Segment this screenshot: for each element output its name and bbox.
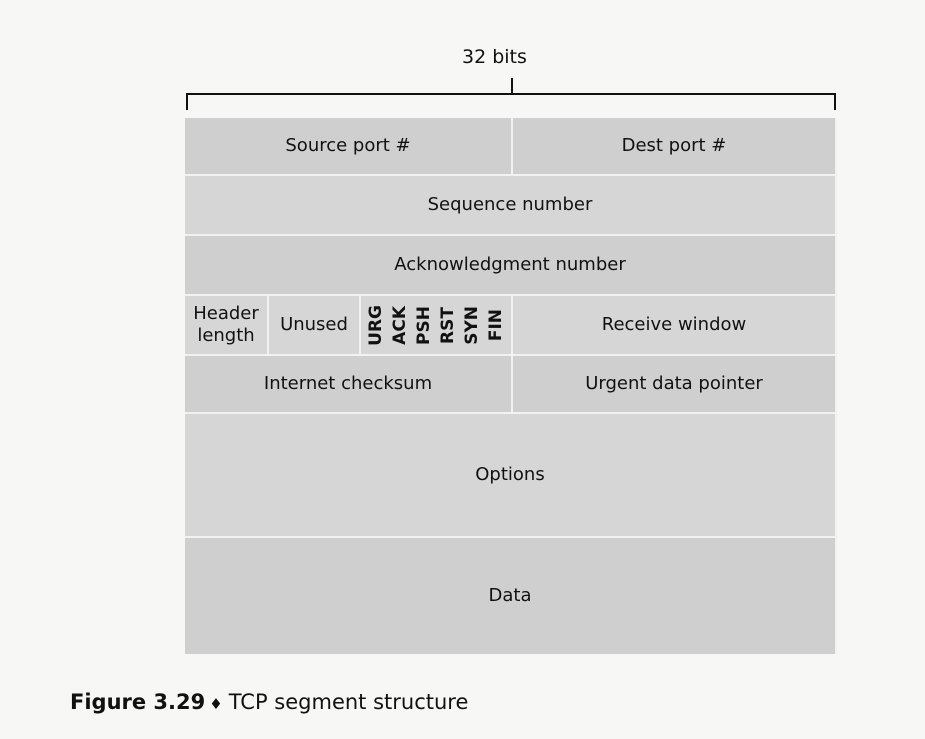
flag-bits: URG ACK PSH RST SYN FIN	[366, 296, 506, 354]
data-label: Data	[488, 585, 532, 606]
figure-number: Figure 3.29	[70, 690, 206, 714]
flag-psh: PSH	[414, 305, 434, 345]
receive-window-field: Receive window	[513, 296, 837, 356]
source-port-label: Source port #	[285, 135, 411, 156]
options-field: Options	[185, 414, 837, 538]
internet-checksum-label: Internet checksum	[263, 373, 433, 394]
ack-number-label: Acknowledgment number	[394, 254, 626, 275]
internet-checksum-field: Internet checksum	[185, 356, 513, 414]
flag-syn: SYN	[462, 305, 482, 345]
sequence-number-field: Sequence number	[185, 176, 837, 236]
flag-fin: FIN	[486, 308, 506, 342]
figure-caption: Figure 3.29 ♦ TCP segment structure	[70, 690, 468, 714]
unused-field: Unused	[269, 296, 361, 356]
flag-urg: URG	[366, 304, 386, 346]
sequence-number-label: Sequence number	[427, 194, 593, 215]
flag-rst: RST	[438, 306, 458, 344]
urgent-pointer-field: Urgent data pointer	[513, 356, 837, 414]
bit-width-label: 32 bits	[462, 46, 527, 68]
source-port-field: Source port #	[185, 118, 513, 176]
data-field: Data	[185, 538, 837, 654]
diamond-icon: ♦	[209, 695, 223, 713]
header-length-field: Header length	[185, 296, 269, 356]
dest-port-field: Dest port #	[513, 118, 837, 176]
figure-title: TCP segment structure	[228, 690, 469, 714]
flag-ack: ACK	[390, 305, 410, 345]
bit-width-bracket	[186, 78, 836, 110]
receive-window-label: Receive window	[601, 314, 747, 335]
unused-label: Unused	[280, 314, 348, 335]
urgent-pointer-label: Urgent data pointer	[585, 373, 763, 394]
dest-port-label: Dest port #	[621, 135, 727, 156]
flags-field: URG ACK PSH RST SYN FIN	[361, 296, 513, 356]
header-length-label: Header length	[193, 303, 259, 346]
options-label: Options	[475, 464, 545, 485]
ack-number-field: Acknowledgment number	[185, 236, 837, 296]
